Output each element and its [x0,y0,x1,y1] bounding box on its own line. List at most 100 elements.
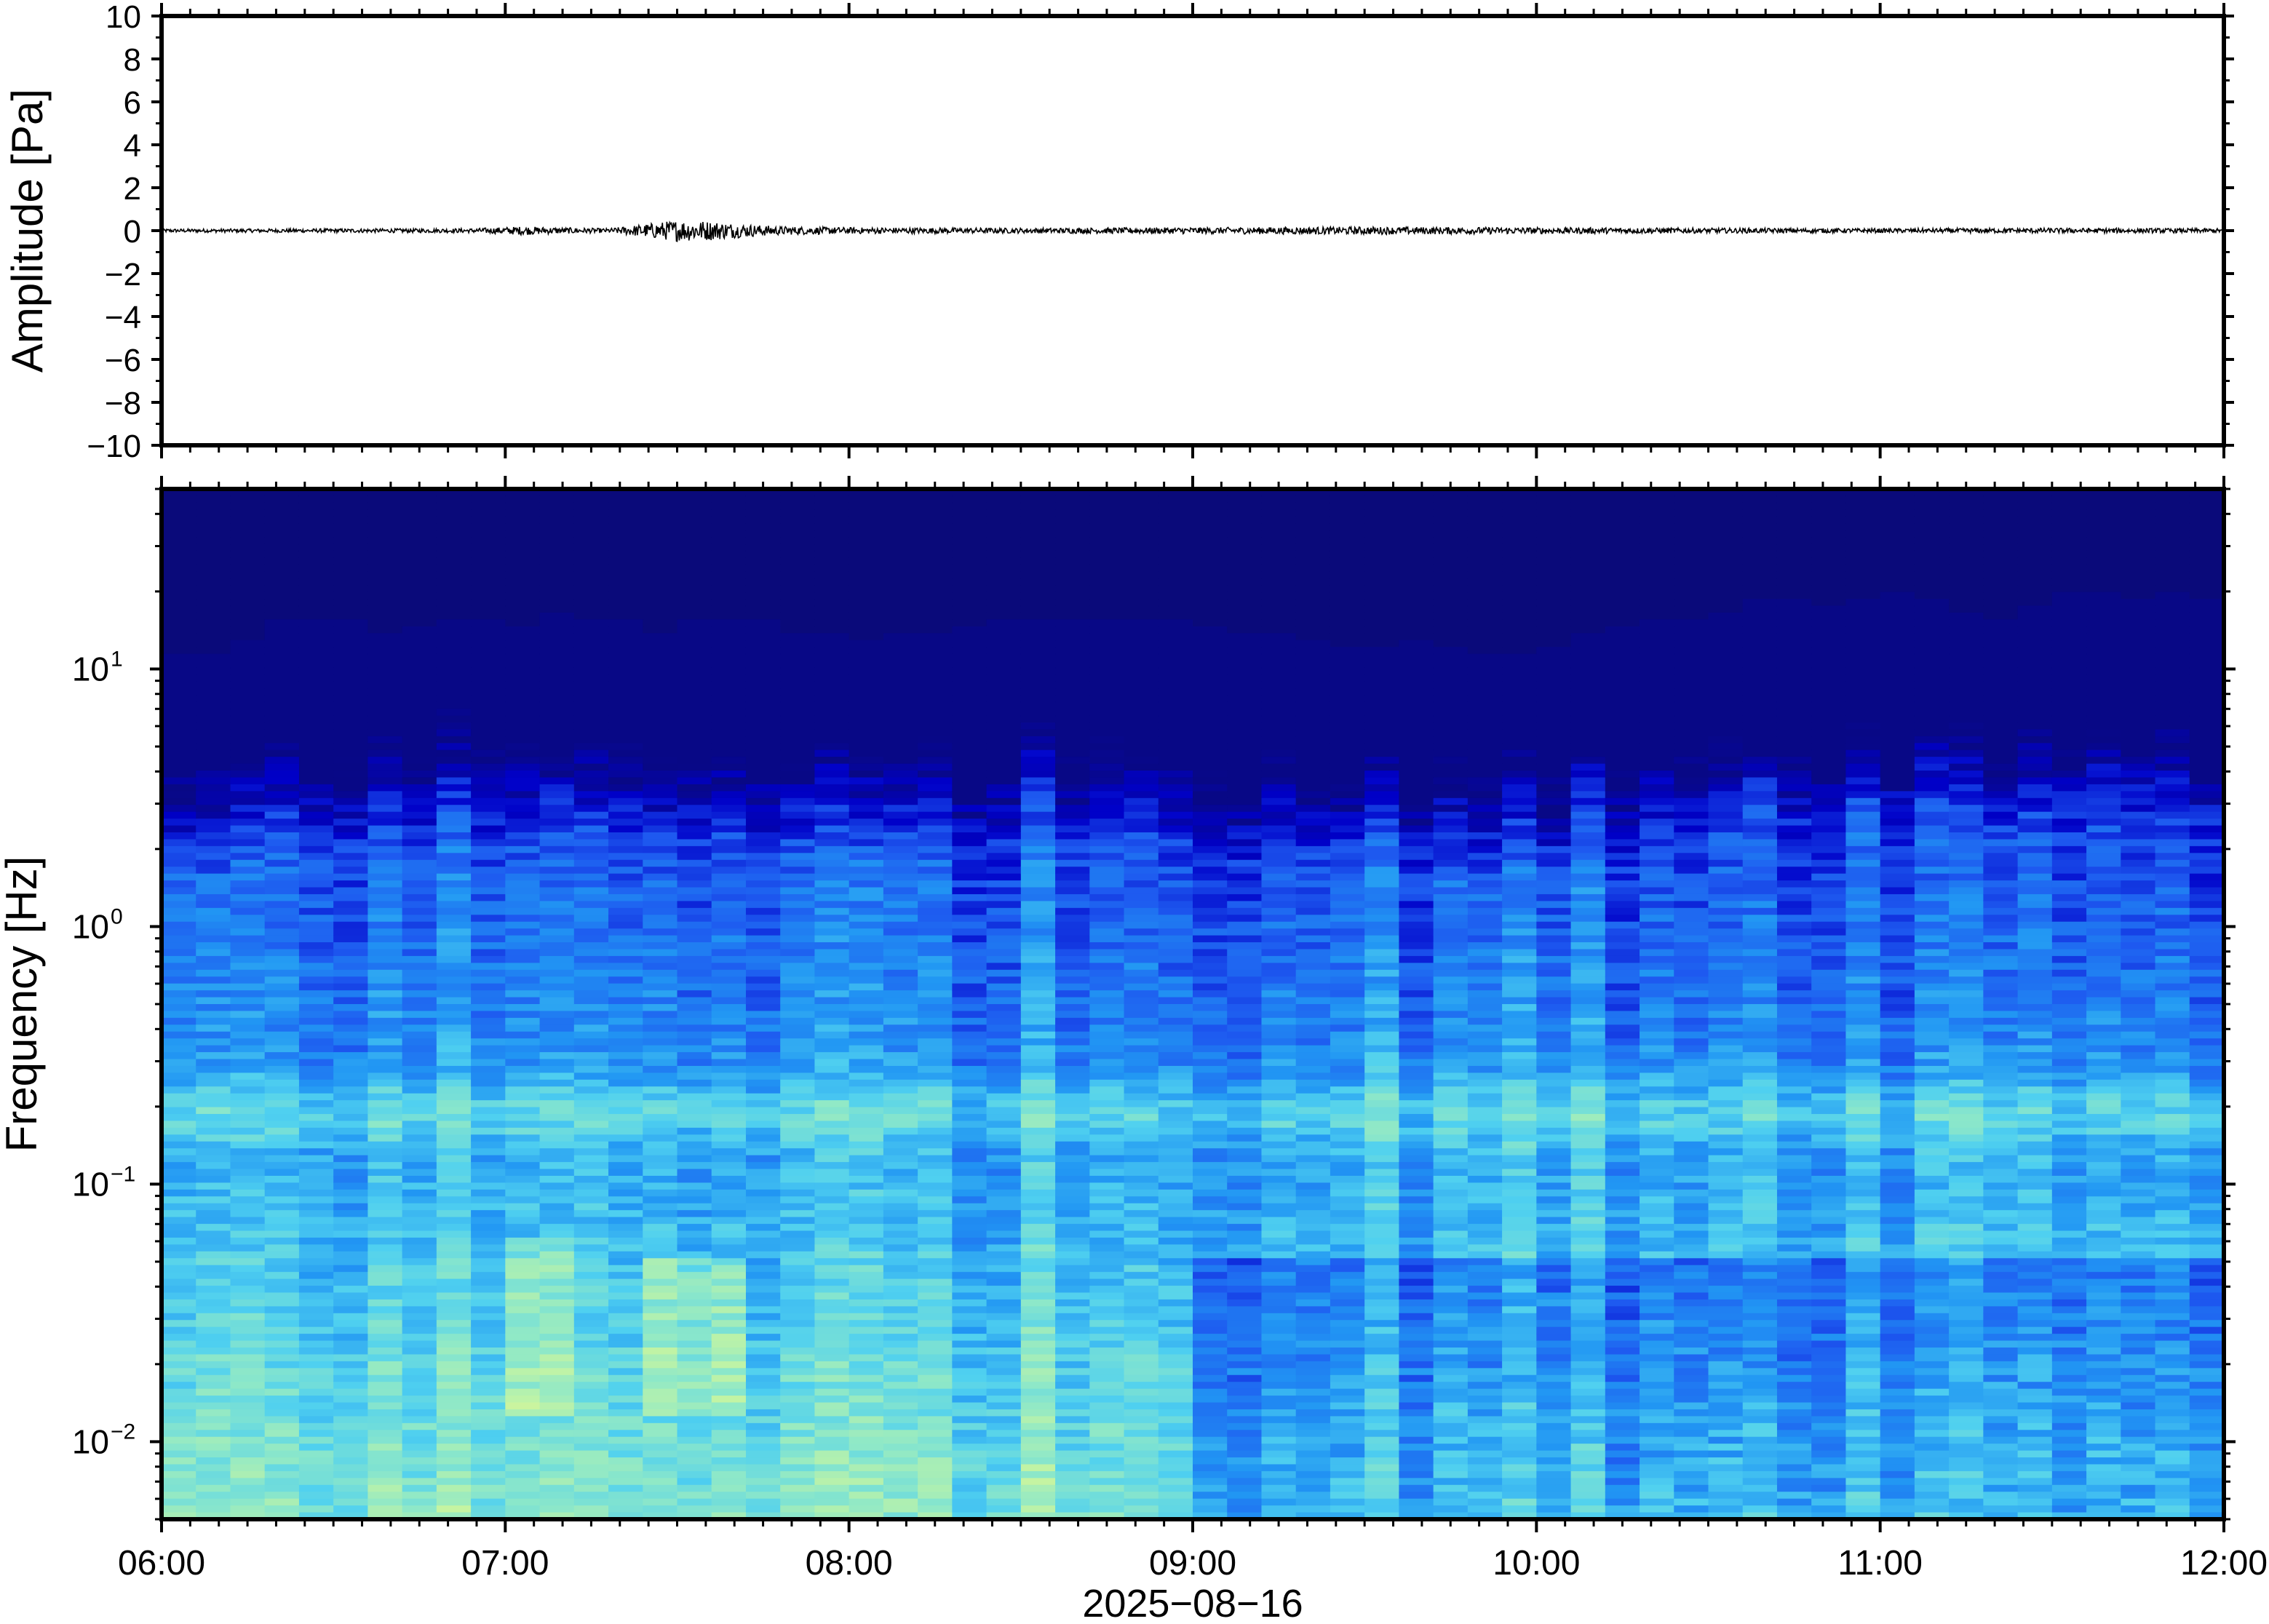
spectrogram-cell [986,489,1022,497]
spectrogram-cell [814,1196,850,1204]
spectrogram-cell [230,811,266,819]
spectrogram-cell [849,1065,884,1073]
spectrogram-cell [471,1382,506,1390]
spectrogram-cell [745,633,781,641]
spectrogram-cell [883,1334,918,1342]
spectrogram-cell [986,1237,1022,1245]
spectrogram-cell [643,997,678,1005]
spectrogram-cell [471,893,506,901]
spectrogram-cell [264,1162,300,1170]
spectrogram-cell [539,935,575,943]
spectrogram-cell [573,915,609,923]
spectrogram-cell [539,1416,575,1424]
spectrogram-cell [402,921,437,929]
spectrogram-cell [952,1148,988,1156]
spectrogram-cell [367,990,403,998]
spectrogram-cell [643,1107,678,1115]
spectrogram-cell [436,1292,472,1300]
spectrogram-cell [573,1072,609,1080]
spectrogram-cell [264,1396,300,1404]
spectrogram-cell [986,1224,1022,1232]
spectrogram-cell [643,1450,678,1458]
spectrogram-cell [1020,612,1056,620]
spectrogram-cell [298,653,334,661]
spectrogram-cell [573,1052,609,1060]
spectrogram-cell [677,811,712,819]
spectrogram-cell [918,1052,953,1060]
spectrogram-cell [780,976,816,984]
spectrogram-cell [573,907,609,915]
spectrogram-cell [883,578,918,586]
spectrogram-cell [1020,729,1056,737]
spectrogram-cell [471,1086,506,1094]
spectrogram-cell [196,715,231,723]
spectrogram-cell [745,550,781,558]
spectrogram-cell [1089,969,1125,977]
spectrogram-cell [264,1244,300,1252]
spectrogram-cell [849,1011,884,1019]
spectrogram-cell [986,1217,1022,1225]
spectrogram-cell [1124,1396,1159,1404]
spectrogram-cell [883,1512,918,1519]
spectrogram-cell [333,1320,368,1328]
spectrogram-cell [333,1224,368,1232]
spectrogram-cell [918,1361,953,1369]
spectrogram-cell [1089,516,1125,524]
spectrogram-cell [1055,578,1090,586]
spectrogram-cell [952,887,988,895]
spectrogram-cell [196,1182,231,1190]
spectrogram-cell [402,1512,437,1519]
spectrogram-cell [1055,1072,1090,1080]
spectrogram-cell [608,722,643,730]
spectrogram-cell [780,942,816,950]
spectrogram-cell [539,1189,575,1197]
spectrogram-cell [1055,1313,1090,1321]
spectrogram-cell [471,1072,506,1080]
spectrogram-cell [952,1258,988,1266]
spectrogram-cell [333,1326,368,1334]
spectrogram-cell [573,1512,609,1519]
spectrogram-cell [643,928,678,936]
spectrogram-cell [1193,1292,1228,1300]
spectrogram-cell [298,990,334,998]
spectrogram-cell [677,1422,712,1430]
spectrogram-cell [1055,853,1090,861]
spectrogram-cell [1158,1100,1193,1108]
spectrogram-cell [608,1162,643,1170]
spectrogram-cell [1158,845,1193,853]
spectrogram-cell [367,1189,403,1197]
spectrogram-cell [814,990,850,998]
spectrogram-cell [333,1470,368,1478]
spectrogram-cell [505,859,541,867]
spectrogram-cell [1020,1299,1056,1307]
spectrogram-cell [883,585,918,593]
spectrogram-cell [643,976,678,984]
spectrogram-cell [918,1189,953,1197]
spectrogram-cell [162,688,196,696]
spectrogram-cell [539,1492,575,1500]
spectrogram-cell [643,1121,678,1129]
spectrogram-cell [298,1478,334,1486]
spectrogram-cell [196,928,231,936]
spectrogram-cell [780,1396,816,1404]
spectrogram-cell [471,819,506,827]
spectrogram-cell [1020,1286,1056,1294]
spectrogram-cell [677,969,712,977]
spectrogram-cell [952,599,988,607]
spectrogram-cell [196,1457,231,1465]
spectrogram-cell [1193,1121,1228,1129]
spectrogram-cell [162,722,196,730]
spectrogram-cell [1193,1368,1228,1376]
spectrogram-cell [402,777,437,785]
spectrogram-cell [162,1470,196,1478]
spectrogram-cell [573,819,609,827]
spectrogram-cell [711,983,747,991]
spectrogram-cell [402,578,437,586]
spectrogram-cell [298,749,334,757]
spectrogram-cell [608,880,643,888]
spectrogram-cell [608,1382,643,1390]
spectrogram-cell [643,1196,678,1204]
spectrogram-cell [986,1004,1022,1012]
spectrogram-cell [573,859,609,867]
spectrogram-cell [1193,1272,1228,1280]
